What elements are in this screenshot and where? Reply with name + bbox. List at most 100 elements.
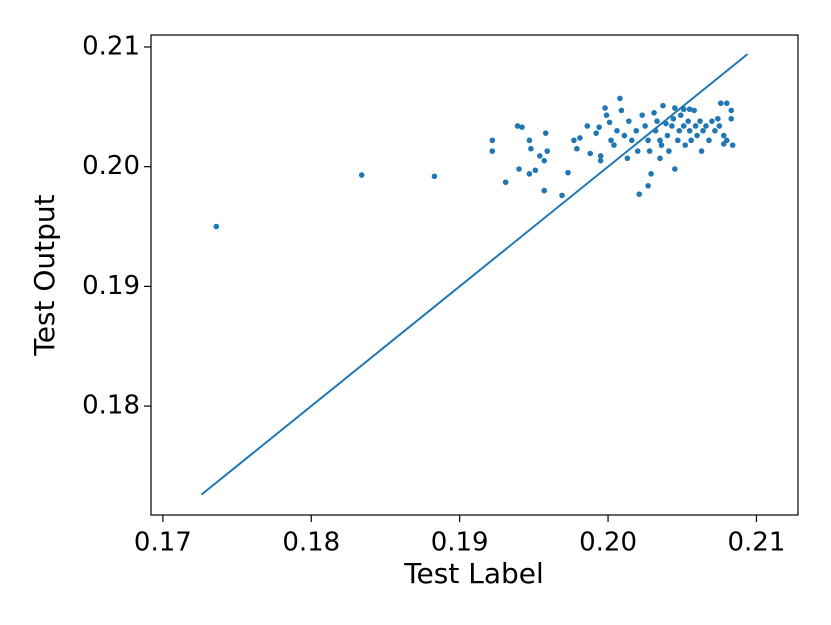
scatter-point (634, 148, 641, 154)
scatter-point (686, 106, 693, 113)
x-axis-label: Test Label (403, 557, 544, 590)
scatter-point (628, 137, 635, 144)
scatter-point (577, 135, 583, 141)
scatter-point (536, 153, 543, 159)
scatter-point (660, 102, 666, 109)
scatter-point (596, 124, 602, 130)
scatter-point (648, 171, 654, 177)
scatter-point (686, 127, 693, 134)
scatter-point (692, 123, 699, 129)
scatter-point (664, 132, 671, 139)
scatter-point (502, 179, 509, 186)
scatter-point (657, 155, 663, 162)
y-tick-label: 0.20 (82, 151, 140, 181)
scatter-point (723, 100, 730, 107)
scatter-point (697, 118, 703, 124)
scatter-point (688, 137, 694, 144)
scatter-point (621, 132, 628, 139)
scatter-point (642, 123, 648, 129)
scatter-point (587, 150, 594, 157)
scatter-point (626, 118, 632, 124)
scatter-point (721, 132, 727, 139)
scatter-point (541, 157, 548, 164)
scatter-point (526, 171, 533, 177)
scatter-point (593, 130, 599, 136)
scatter-point (680, 123, 687, 129)
scatter-point (636, 191, 643, 198)
scatter-point (542, 130, 549, 136)
scatter-point (670, 115, 677, 122)
scatter-point (489, 137, 496, 144)
scatter-point (709, 118, 715, 124)
scatter-point (700, 127, 706, 134)
scatter-point (716, 123, 723, 129)
scatter-point (721, 141, 727, 147)
line (200, 53, 749, 496)
scatter-point (597, 153, 604, 159)
scatter-point (669, 123, 675, 129)
scatter-point (691, 107, 697, 114)
scatter-point (672, 105, 678, 111)
scatter-point (685, 118, 691, 124)
x-tick-label: 0.21 (728, 528, 786, 558)
scatter-point (639, 112, 645, 118)
y-axis-label: Test Output (28, 194, 61, 356)
scatter-point (677, 112, 684, 118)
scatter-point (565, 169, 571, 176)
scatter-point (657, 137, 663, 144)
x-tick-label: 0.20 (579, 528, 637, 558)
x-tick-label: 0.17 (134, 528, 192, 558)
scatter-point (682, 142, 689, 148)
scatter-point (658, 142, 665, 148)
x-tick-label: 0.19 (431, 528, 489, 558)
scatter-point (514, 123, 521, 129)
scatter-point (718, 100, 724, 107)
plot-frame (150, 34, 799, 516)
scatter-point (606, 119, 613, 126)
scatter-point (541, 187, 548, 194)
scatter-point (516, 166, 522, 172)
scatter-point (729, 142, 736, 148)
scatter-point (617, 95, 623, 102)
scatter-point (646, 148, 653, 154)
y-tick-label: 0.19 (82, 271, 140, 301)
scatter-point (715, 115, 721, 122)
scatter-point (528, 145, 534, 152)
scatter-point (571, 137, 577, 144)
scatter-point (676, 127, 683, 134)
scatter-point (532, 167, 539, 174)
scatter-point (489, 148, 496, 154)
scatter-point (666, 148, 672, 154)
scatter-point (633, 127, 640, 134)
scatter-point (624, 155, 631, 162)
scatter-point (672, 166, 678, 172)
scatter-point (651, 110, 657, 116)
scatter-point (675, 137, 681, 144)
y-tick-label: 0.21 (82, 31, 140, 61)
scatter-point (602, 105, 608, 111)
scatter-point (597, 157, 604, 164)
scatter-point (213, 223, 220, 230)
scatter-point (654, 118, 660, 124)
scatter-point (618, 107, 625, 114)
x-tick-label: 0.18 (282, 528, 340, 558)
scatter-point (614, 127, 620, 134)
scatter-point (574, 145, 580, 152)
scatter-point (584, 123, 591, 129)
scatter-point (706, 137, 712, 144)
scatter-point (431, 173, 438, 180)
scatter-point (728, 115, 735, 122)
scatter-point (526, 137, 533, 144)
scatter-point (645, 137, 651, 144)
scatter-point (611, 142, 617, 148)
scatter-point (358, 172, 365, 178)
scatter-point (603, 112, 610, 118)
scatter-point (728, 107, 735, 114)
scatter-point (698, 148, 705, 154)
scatter-point (519, 124, 525, 130)
scatter-point (608, 137, 614, 144)
scatter-point (645, 183, 651, 189)
